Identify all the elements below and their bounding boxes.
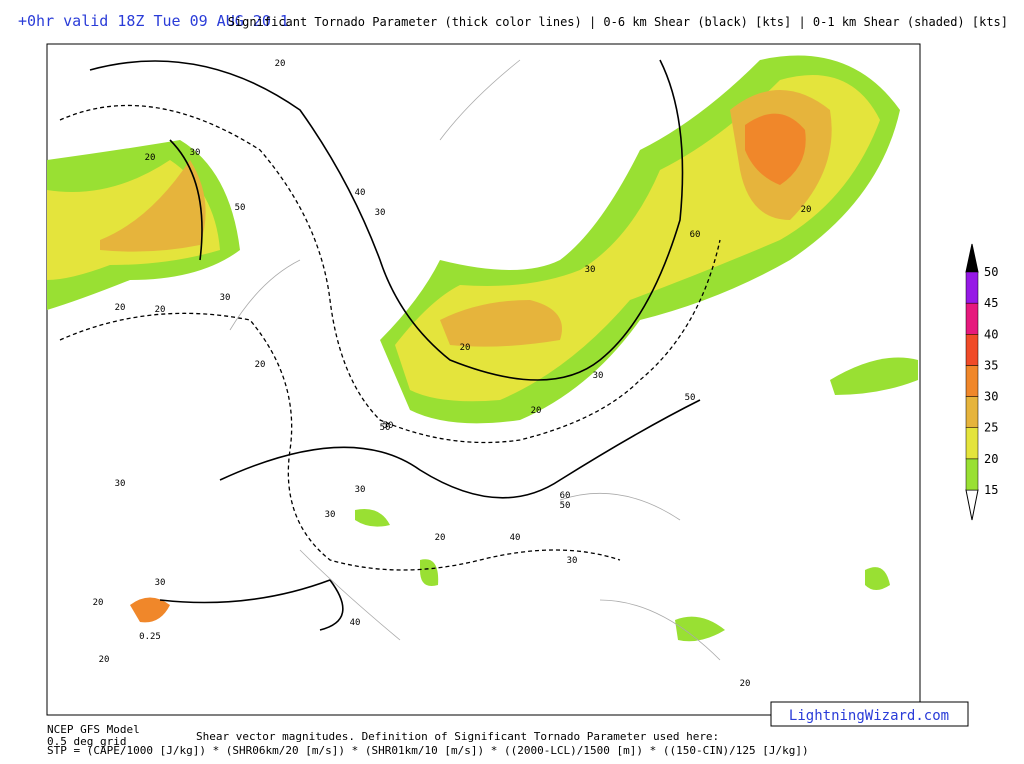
- colorbar-segment: [965, 458, 979, 491]
- contour-label: 40: [355, 188, 366, 198]
- contour-label: 0.25: [139, 632, 161, 642]
- colorbar-label: 50: [984, 265, 998, 279]
- contour-label: 50: [685, 393, 696, 403]
- colorbar-label: 20: [984, 452, 998, 466]
- colorbar-label: 40: [984, 327, 998, 341]
- map: [46, 43, 921, 716]
- colorbar-segment: [965, 271, 979, 304]
- contour-label: 30: [115, 479, 126, 489]
- contour-label: 20: [801, 205, 812, 215]
- colorbar-label: 30: [984, 390, 998, 404]
- colorbar-label: 15: [984, 483, 998, 497]
- model-name: NCEP GFS Model: [47, 723, 140, 736]
- contour-label: 20: [255, 360, 266, 370]
- contour-label: 20: [99, 655, 110, 665]
- contour-label: 60: [560, 491, 571, 501]
- brand: LightningWizard.com: [789, 708, 949, 724]
- contour-label: 30: [585, 265, 596, 275]
- definition: Shear vector magnitudes. Definition of S…: [196, 730, 719, 743]
- colorbar-label: 25: [984, 421, 998, 435]
- contour-label: 20: [460, 343, 471, 353]
- contour-label: 20: [275, 59, 286, 69]
- colorbar-segment: [965, 365, 979, 397]
- contour-label: 60: [690, 230, 701, 240]
- contour-label: 30: [220, 293, 231, 303]
- formula: STP = (CAPE/1000 [J/kg]) * (SHR06km/20 […: [47, 744, 809, 757]
- colorbar-segment: [965, 302, 979, 335]
- contour-label: 20: [155, 305, 166, 315]
- contour-label: 20: [740, 679, 751, 689]
- contour-label: 20: [145, 153, 156, 163]
- contour-label: 40: [510, 533, 521, 543]
- valid-time: +0hr valid 18Z Tue 09 AUG 20 1: [18, 12, 289, 30]
- contour-label: 20: [435, 533, 446, 543]
- contour-label: 30: [155, 578, 166, 588]
- contour-label: 50: [560, 501, 571, 511]
- colorbar-label: 35: [984, 358, 998, 372]
- contour-label: 20: [93, 598, 104, 608]
- brand-box: [770, 701, 969, 727]
- contour-label: 30: [325, 510, 336, 520]
- grid-resolution: 0.5 deg grid: [47, 735, 126, 748]
- contour-label: 40: [350, 618, 361, 628]
- colorbar-segment: [965, 396, 979, 428]
- contour-label: 50: [383, 421, 394, 431]
- contour-label: 30: [567, 556, 578, 566]
- contour-label: 20: [115, 303, 126, 313]
- contour-label: 30: [190, 148, 201, 158]
- colorbar-label: 45: [984, 296, 998, 310]
- contour-label: 30: [593, 371, 604, 381]
- map-title: Significant Tornado Parameter (thick col…: [228, 15, 1008, 29]
- contour-label: 50: [235, 203, 246, 213]
- contour-label: 50: [380, 423, 391, 433]
- colorbar-segment: [965, 427, 979, 460]
- colorbar-segment: [965, 334, 979, 366]
- contour-label: 20: [531, 406, 542, 416]
- contour-label: 30: [375, 208, 386, 218]
- contour-label: 30: [355, 485, 366, 495]
